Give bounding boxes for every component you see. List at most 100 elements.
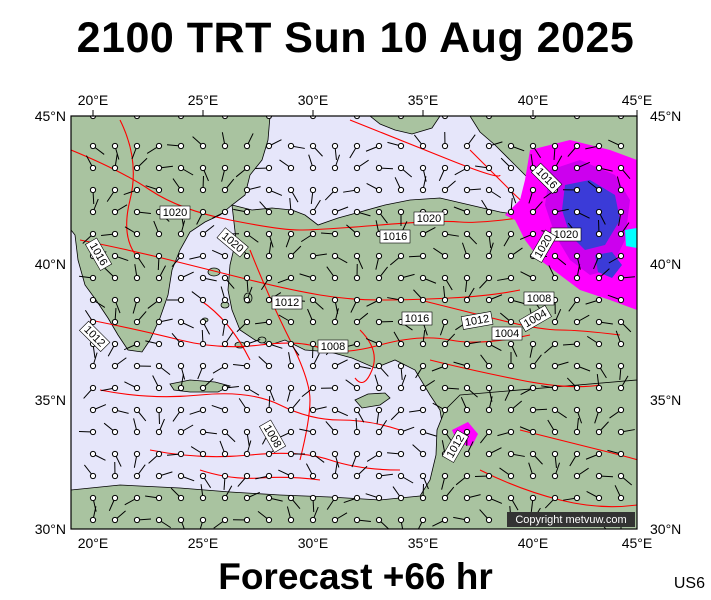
lon-label: 35°E (408, 535, 439, 551)
wind-station-marker (177, 164, 185, 172)
wind-station-marker (199, 164, 207, 172)
wind-station-marker (221, 472, 229, 480)
wind-station-marker (89, 274, 97, 282)
wind-station-marker (617, 274, 625, 282)
wind-station-marker (353, 384, 361, 392)
svg-text:1008: 1008 (527, 293, 551, 305)
wind-station-marker (507, 384, 515, 392)
wind-station-marker (221, 186, 229, 194)
wind-station-marker (463, 186, 471, 194)
wind-station-marker (111, 296, 119, 304)
wind-station-marker (221, 318, 229, 326)
wind-station-marker (595, 186, 603, 194)
lat-label: 40°N (35, 256, 66, 272)
wind-station-marker (111, 384, 119, 392)
wind-station-marker (221, 164, 229, 172)
wind-station-marker (485, 230, 493, 238)
wind-station-marker (463, 142, 471, 150)
wind-station-marker (199, 208, 207, 216)
wind-station-marker (375, 252, 383, 260)
wind-station-marker (199, 186, 207, 194)
wind-station-marker (397, 142, 405, 150)
wind-station-marker (507, 494, 515, 502)
land-cyprus (354, 392, 391, 409)
wind-station-marker (441, 384, 449, 392)
wind-station-marker (595, 164, 603, 172)
wind-station-marker (507, 406, 515, 414)
wind-station-marker (463, 516, 471, 524)
wind-station-marker (111, 142, 119, 150)
wind-station-marker (507, 296, 515, 304)
wind-station-marker (375, 428, 383, 436)
wind-station-marker (375, 450, 383, 458)
wind-station-marker (419, 230, 427, 238)
wind-station-marker (595, 428, 603, 436)
wind-station-marker (111, 318, 119, 326)
wind-station-marker (155, 472, 163, 480)
wind-station-marker (529, 208, 537, 216)
wind-station-marker (331, 296, 339, 304)
wind-station-marker (243, 340, 251, 348)
wind-station-marker (133, 296, 141, 304)
wind-station-marker (221, 428, 229, 436)
wind-station-marker (177, 252, 185, 260)
wind-station-marker (507, 252, 515, 260)
wind-station-marker (529, 142, 537, 150)
wind-station-marker (155, 384, 163, 392)
wind-station-marker (617, 164, 625, 172)
wind-station-marker (155, 164, 163, 172)
isobar-label-8: 1012 (271, 295, 303, 310)
wind-station-marker (287, 428, 295, 436)
copyright-notice: Copyright metvuw.com (507, 512, 635, 527)
wind-station-marker (353, 164, 361, 172)
wind-station-marker (529, 494, 537, 502)
wind-station-marker (551, 472, 559, 480)
wind-station-marker (177, 406, 185, 414)
lon-label: 45°E (622, 92, 653, 108)
land-balkans (71, 116, 271, 353)
wind-station-marker (265, 494, 273, 502)
wind-station-marker (617, 252, 625, 260)
wind-station-marker (595, 318, 603, 326)
lon-labels-top: 20°E 25°E 30°E 35°E 40°E 45°E (78, 92, 653, 108)
wind-station-marker (551, 142, 559, 150)
wind-station-marker (177, 230, 185, 238)
wind-station-marker (265, 450, 273, 458)
lon-label: 25°E (188, 92, 219, 108)
wind-station-marker (265, 472, 273, 480)
lat-label: 30°N (650, 521, 681, 537)
wind-station-marker (133, 142, 141, 150)
isobar-label-20: 1004 (524, 292, 554, 305)
wind-station-marker (485, 450, 493, 458)
wind-station-marker (485, 164, 493, 172)
wind-station-marker (441, 406, 449, 414)
wind-station-marker (287, 384, 295, 392)
wind-station-marker (507, 472, 515, 480)
wind-station-marker (177, 274, 185, 282)
wind-station-marker (419, 252, 427, 260)
lat-label: 30°N (35, 521, 66, 537)
isobar-label-14: 1008 (523, 291, 555, 306)
wind-station-marker (375, 472, 383, 480)
wind-station-marker (199, 340, 207, 348)
wind-station-marker (397, 296, 405, 304)
wind-station-marker (463, 428, 471, 436)
wind-station-marker (375, 142, 383, 150)
wind-station-marker (199, 318, 207, 326)
wind-station-marker (89, 406, 97, 414)
wind-station-marker (551, 208, 559, 216)
svg-text:Copyright metvuw.com: Copyright metvuw.com (515, 514, 626, 526)
wind-station-marker (155, 428, 163, 436)
wind-station-marker (463, 340, 471, 348)
wind-station-marker (111, 340, 119, 348)
wind-station-marker (331, 516, 339, 524)
wind-station-marker (463, 274, 471, 282)
wind-station-marker (89, 494, 97, 502)
wind-station-marker (529, 472, 537, 480)
wind-station-marker (375, 340, 383, 348)
wind-station-marker (309, 384, 317, 392)
wind-station-marker (485, 252, 493, 260)
wind-station-marker (309, 362, 317, 370)
wind-station-marker (551, 450, 559, 458)
wind-station-marker (309, 296, 317, 304)
